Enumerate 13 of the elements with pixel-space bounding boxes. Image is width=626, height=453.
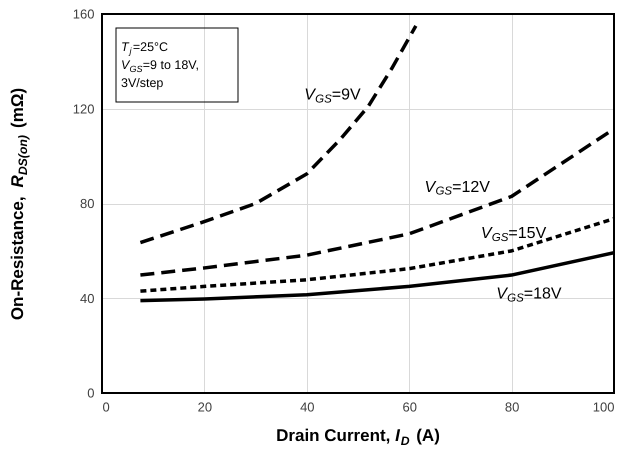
x-tick-label: 20: [198, 400, 212, 414]
x-tick-label: 100: [592, 400, 614, 414]
y-tick-label: 120: [72, 101, 94, 116]
x-tick-label: 60: [402, 400, 417, 414]
x-tick-label: 0: [102, 400, 110, 414]
y-tick-label: 0: [87, 386, 94, 400]
y-axis-title: On-Resistance, RDS(on) (mΩ): [8, 88, 30, 320]
x-tick-label: 40: [300, 400, 315, 414]
y-tick-label: 160: [72, 6, 94, 22]
y-tick-label: 40: [80, 290, 94, 306]
annotation: 3V/step: [121, 76, 164, 90]
x-tick-label: 80: [504, 400, 520, 414]
y-tick-label: 80: [80, 196, 94, 211]
